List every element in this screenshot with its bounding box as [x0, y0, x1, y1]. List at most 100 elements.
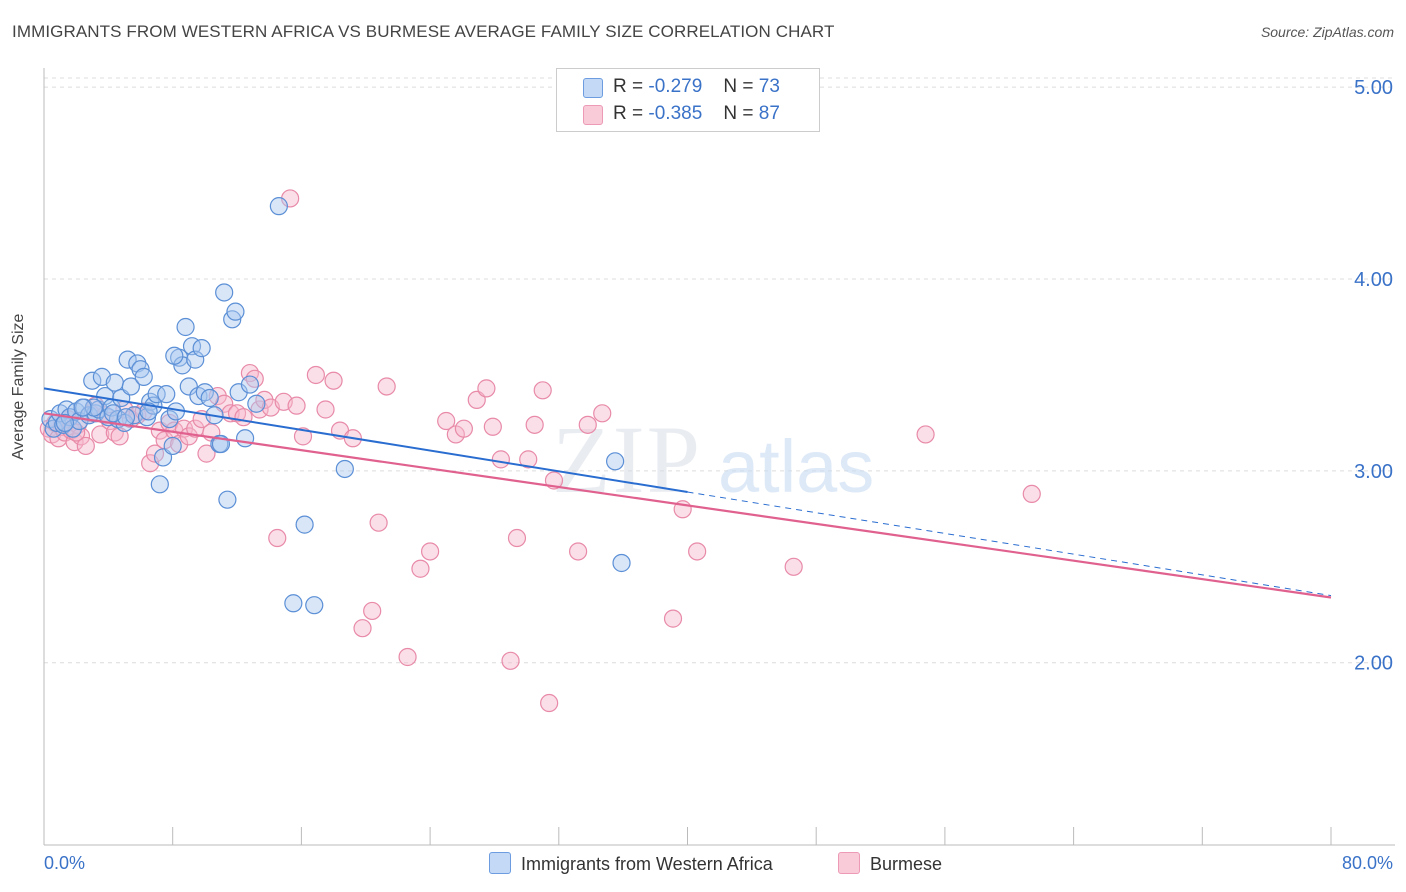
bottom-legend-burmese: Burmese: [838, 852, 942, 875]
western-africa-point: [247, 394, 266, 413]
western-africa-point: [134, 367, 153, 386]
legend-n-label: N =: [723, 103, 754, 124]
western-africa-point: [55, 413, 75, 433]
watermark-atlas: atlas: [718, 425, 874, 508]
burmese-point: [688, 542, 707, 561]
burmese-point: [477, 379, 496, 398]
western-africa-point: [73, 398, 92, 417]
y-tick-label: 3.00: [1354, 461, 1393, 483]
burmese-point: [519, 450, 538, 469]
western-africa-point: [176, 317, 195, 337]
western-africa-point: [235, 429, 255, 448]
burmese-point: [353, 619, 372, 638]
western-africa-point: [163, 436, 182, 456]
burmese-point: [578, 415, 597, 434]
western-africa-point: [200, 388, 219, 408]
watermark: ZIP: [552, 406, 702, 513]
burmese-trend-line: [43, 412, 1332, 599]
burmese-point: [1022, 484, 1041, 504]
western-africa-point: [295, 515, 314, 534]
western-africa-trend-line: [43, 387, 688, 493]
burmese-point: [324, 371, 343, 390]
burmese-point: [306, 365, 325, 385]
western-africa-point: [186, 350, 205, 369]
y-tick-label: 5.00: [1354, 77, 1393, 99]
burmese-points: [39, 189, 1041, 713]
y-tick-label: 4.00: [1354, 269, 1393, 291]
burmese-point: [245, 369, 264, 388]
burmese-point: [540, 693, 559, 713]
y-axis-label: Average Family Size: [10, 313, 27, 460]
burmese-point: [525, 415, 544, 434]
western-africa-point: [269, 197, 288, 216]
western-africa-point: [335, 459, 354, 479]
western-africa-point: [157, 385, 176, 404]
western-africa-point: [240, 375, 260, 394]
legend-n-label: N =: [723, 76, 754, 97]
burmese-point: [369, 513, 388, 532]
chart-source: Source: ZipAtlas.com: [1260, 24, 1394, 40]
bottom-legend-label-blue: Immigrants from Western Africa: [521, 854, 773, 874]
burmese-point: [784, 557, 803, 576]
burmese-point: [569, 542, 588, 561]
western-africa-point: [83, 371, 102, 390]
burmese-point: [268, 528, 287, 548]
burmese-point: [316, 400, 335, 419]
western-africa-trend-extension: [687, 491, 1332, 597]
western-africa-point: [612, 553, 631, 573]
western-africa-point: [150, 475, 169, 494]
legend-swatch-pink: [583, 105, 603, 125]
legend-r-value-pink: -0.385: [648, 103, 703, 124]
x-tick-label-min: 0.0%: [44, 853, 85, 873]
burmese-point: [916, 425, 935, 444]
burmese-point: [663, 609, 683, 628]
western-africa-point: [105, 373, 124, 392]
western-africa-point: [139, 402, 158, 421]
western-africa-point: [195, 383, 214, 402]
burmese-point: [491, 450, 510, 469]
bottom-legend-label-pink: Burmese: [870, 854, 943, 874]
burmese-point: [76, 436, 95, 456]
burmese-point: [234, 408, 253, 427]
bottom-legend-swatch-blue: [489, 852, 511, 874]
western-africa-point: [606, 452, 625, 471]
legend-n-value-blue: 73: [758, 76, 780, 97]
western-africa-point: [226, 302, 245, 321]
bottom-legend-swatch-pink: [838, 852, 860, 874]
burmese-point: [377, 377, 396, 396]
burmese-point: [501, 651, 520, 670]
burmese-point: [91, 425, 110, 444]
western-africa-point: [305, 596, 324, 615]
burmese-point: [411, 559, 430, 578]
burmese-point: [293, 427, 313, 446]
legend-r-label: R =: [613, 76, 644, 97]
western-africa-point: [179, 377, 198, 396]
burmese-point: [250, 400, 269, 419]
legend-swatch-blue: [583, 78, 603, 98]
legend-r-value-blue: -0.279: [648, 76, 703, 97]
burmese-point: [483, 417, 502, 436]
burmese-point: [593, 404, 612, 423]
western-africa-point: [121, 377, 140, 396]
bottom-legend-western-africa: Immigrants from Western Africa: [489, 852, 773, 875]
burmese-point: [533, 381, 552, 400]
burmese-point: [507, 528, 527, 548]
correlation-legend: R = -0.279 N = 73 R = -0.385 N = 87: [556, 68, 820, 132]
y-tick-labels: 2.00 3.00 4.00 5.00: [1354, 77, 1393, 675]
western-africa-point: [192, 339, 211, 358]
western-africa-point: [44, 419, 63, 438]
western-africa-point: [215, 283, 234, 302]
x-tick-label-max: 80.0%: [1342, 853, 1393, 873]
burmese-point: [398, 647, 417, 667]
burmese-point: [363, 601, 382, 621]
western-africa-point: [218, 490, 237, 509]
burmese-point: [197, 444, 216, 463]
chart-title: IMMIGRANTS FROM WESTERN AFRICA VS BURMES…: [12, 22, 835, 41]
y-tick-label: 2.00: [1354, 653, 1393, 675]
western-africa-point: [165, 346, 184, 365]
burmese-point: [421, 542, 440, 561]
x-tick-labels: 0.0% 80.0%: [44, 853, 1393, 873]
western-africa-point: [147, 385, 166, 404]
burmese-point: [287, 396, 306, 415]
